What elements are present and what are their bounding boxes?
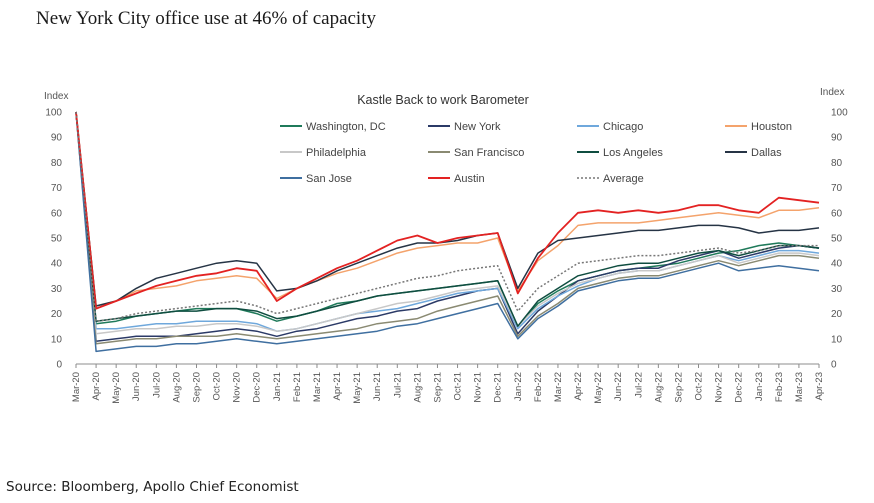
y-tick-label-left: 70	[51, 183, 63, 194]
series-line-average	[75, 111, 819, 322]
x-tick-label: Mar-22	[553, 372, 564, 402]
x-tick-label: Oct-22	[694, 372, 705, 401]
series-line-austin	[75, 111, 820, 310]
x-tick-label: Feb-21	[292, 372, 303, 402]
x-tick-label: Apr-21	[332, 372, 343, 401]
x-tick-label: Jan-22	[513, 372, 524, 401]
legend-label: Dallas	[751, 147, 782, 159]
x-tick-label: Sep-21	[432, 372, 443, 403]
series-line-philadelphia	[75, 111, 820, 335]
legend-label: Los Angeles	[603, 147, 663, 159]
y-tick-label-left: 30	[51, 284, 63, 295]
legend-label: San Jose	[306, 173, 352, 185]
y-tick-label-left: 20	[51, 309, 63, 320]
x-tick-label: Nov-22	[714, 372, 725, 403]
chart-title: Kastle Back to work Barometer	[357, 93, 529, 107]
x-tick-label: Aug-20	[171, 372, 182, 403]
series-line-dallas	[75, 111, 820, 307]
y-tick-label-right: 10	[831, 334, 843, 345]
y-tick-label-right: 90	[831, 133, 843, 144]
y-axis-label-right: Index	[820, 87, 844, 98]
x-tick-label: Nov-20	[232, 372, 243, 403]
legend-label: Chicago	[603, 121, 643, 133]
x-tick-label: Apr-23	[814, 372, 825, 401]
x-tick-label: Apr-22	[573, 372, 584, 401]
x-tick-label: Nov-21	[473, 372, 484, 403]
x-tick-label: Oct-21	[453, 372, 464, 401]
y-tick-label-left: 10	[51, 334, 63, 345]
y-tick-label-left: 0	[56, 360, 62, 371]
series-line-houston	[75, 111, 820, 307]
x-tick-label: Aug-21	[412, 372, 423, 403]
source-note: Source: Bloomberg, Apollo Chief Economis…	[6, 479, 299, 495]
series-line-san-jose	[75, 111, 820, 353]
x-tick-label: Jun-22	[613, 372, 624, 401]
series-layer	[75, 111, 820, 353]
x-tick-label: Jun-20	[131, 372, 142, 401]
page-title: New York City office use at 46% of capac…	[36, 8, 376, 29]
legend: Washington, DC New York Chicago Houston Phil…	[280, 121, 792, 185]
x-tick-label: May-22	[593, 372, 604, 404]
series-line-new-york	[75, 111, 820, 343]
y-tick-label-right: 40	[831, 259, 843, 270]
y-axis-label-left: Index	[44, 91, 68, 102]
x-tick-label: May-21	[352, 372, 363, 404]
x-tick-label: Aug-22	[653, 372, 664, 403]
x-tick-label: Oct-20	[212, 372, 223, 401]
y-tick-label-left: 100	[45, 108, 62, 119]
x-tick-label: Jul-22	[633, 372, 644, 398]
x-tick-label: Jul-20	[151, 372, 162, 398]
y-tick-label-right: 80	[831, 158, 843, 169]
x-tick-label: Apr-20	[91, 372, 102, 401]
y-tick-label-left: 50	[51, 234, 63, 245]
y-tick-label-right: 100	[831, 108, 848, 119]
x-tick-label: Sep-22	[673, 372, 684, 403]
x-tick-label: Jul-21	[392, 372, 403, 398]
y-tick-label-right: 20	[831, 309, 843, 320]
axes: 0 0 10 10 20 20 30 30 40 40 50 50 60 60 70 70 80 80 90 90 10…	[45, 108, 848, 404]
legend-label: Washington, DC	[306, 121, 386, 133]
x-tick-label: May-20	[111, 372, 122, 404]
y-tick-label-left: 80	[51, 158, 63, 169]
legend-label: San Francisco	[454, 147, 524, 159]
y-tick-label-right: 70	[831, 183, 843, 194]
x-tick-label: Dec-21	[493, 372, 504, 403]
x-tick-label: Mar-20	[71, 372, 82, 402]
y-tick-label-right: 0	[831, 360, 837, 371]
series-line-los-angeles	[75, 111, 820, 327]
x-tick-label: Dec-20	[252, 372, 263, 403]
legend-label: Philadelphia	[306, 147, 367, 159]
line-chart: Kastle Back to work Barometer Index Inde…	[44, 87, 848, 404]
legend-label: Houston	[751, 121, 792, 133]
x-tick-label: Jan-21	[272, 372, 283, 401]
x-tick-label: Feb-23	[774, 372, 785, 402]
x-tick-label: Sep-20	[191, 372, 202, 403]
y-tick-label-right: 30	[831, 284, 843, 295]
x-tick-label: Mar-21	[312, 372, 323, 402]
x-tick-label: Jan-23	[754, 372, 765, 401]
x-tick-label: Mar-23	[794, 372, 805, 402]
x-tick-label: Jun-21	[372, 372, 383, 401]
series-line-san-francisco	[75, 111, 820, 345]
legend-label: New York	[454, 121, 501, 133]
legend-label: Austin	[454, 173, 485, 185]
x-tick-label: Feb-22	[533, 372, 544, 402]
legend-label: Average	[603, 173, 644, 185]
y-tick-label-left: 40	[51, 259, 63, 270]
y-tick-label-left: 60	[51, 208, 63, 219]
y-tick-label-right: 50	[831, 234, 843, 245]
x-tick-label: Dec-22	[734, 372, 745, 403]
y-tick-label-right: 60	[831, 208, 843, 219]
y-tick-label-left: 90	[51, 133, 63, 144]
